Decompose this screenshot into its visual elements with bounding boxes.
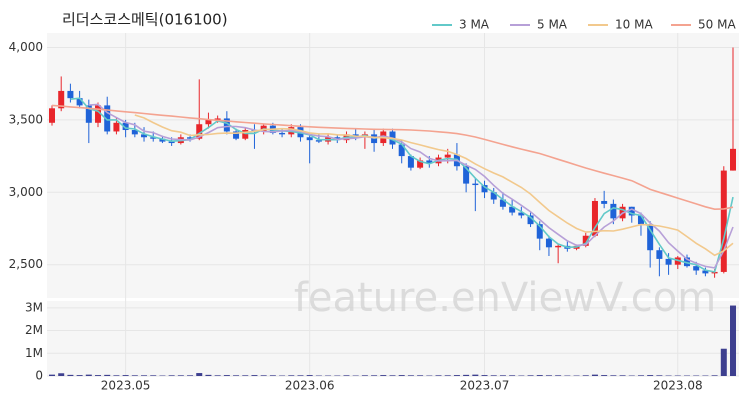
candle-body	[67, 91, 73, 98]
volume-bar	[270, 375, 276, 376]
watermark: feature.enViewV.com	[294, 275, 716, 321]
volume-bar	[463, 375, 469, 376]
volume-bar	[343, 375, 349, 376]
candle-body	[113, 123, 119, 132]
volume-bar	[417, 375, 423, 376]
x-tick-label: 2023.05	[101, 379, 151, 393]
x-tick-label: 2023.06	[285, 379, 335, 393]
volume-bar	[261, 375, 267, 376]
volume-bar	[242, 375, 248, 376]
volume-bar	[150, 375, 156, 376]
volume-bar	[638, 375, 644, 376]
volume-bar	[113, 375, 119, 376]
volume-bar	[408, 375, 414, 376]
volume-bar	[233, 375, 239, 376]
volume-bar	[67, 375, 73, 376]
volume-bar	[712, 375, 718, 376]
volume-bar	[169, 375, 175, 376]
volume-bar	[656, 375, 662, 376]
volume-bar	[592, 375, 598, 376]
price-panel	[47, 33, 739, 298]
candle-body	[307, 137, 313, 140]
volume-bar	[482, 375, 488, 376]
candle-body	[610, 204, 616, 218]
volume-bar	[251, 375, 257, 376]
volume-bar	[104, 375, 110, 376]
volume-bar	[187, 375, 193, 376]
volume-bar	[95, 375, 101, 376]
volume-bar	[647, 375, 653, 376]
candle-body	[445, 155, 451, 158]
candle-body	[730, 149, 736, 171]
volume-bar	[721, 349, 727, 376]
volume-bar	[224, 375, 230, 376]
candle-body	[49, 108, 55, 122]
legend-label: 3 MA	[459, 18, 490, 32]
volume-bar	[380, 375, 386, 376]
volume-tick-label: 1M	[25, 346, 43, 360]
candle-body	[546, 239, 552, 248]
candle-body	[721, 171, 727, 272]
volume-bar	[49, 375, 55, 376]
volume-bar	[509, 375, 515, 376]
volume-bar	[297, 375, 303, 376]
volume-bar	[288, 375, 294, 376]
volume-bar	[77, 375, 83, 376]
x-tick-label: 2023.08	[653, 379, 703, 393]
legend-label: 5 MA	[537, 18, 568, 32]
y-tick-label: 2,500	[9, 257, 43, 271]
volume-bar	[371, 375, 377, 376]
volume-tick-label: 2M	[25, 323, 43, 337]
volume-bar	[132, 375, 138, 376]
volume-bar	[307, 375, 313, 376]
legend-label: 10 MA	[615, 18, 653, 32]
candle-body	[555, 246, 561, 247]
volume-tick-label: 0	[35, 369, 43, 383]
candle-body	[666, 259, 672, 265]
volume-bar	[86, 375, 92, 376]
volume-bar	[454, 375, 460, 376]
volume-bar	[610, 375, 616, 376]
volume-bar	[491, 375, 497, 376]
candle-body	[656, 250, 662, 259]
volume-bar	[390, 375, 396, 376]
volume-tick-label: 3M	[25, 300, 43, 314]
volume-bar	[215, 375, 221, 376]
volume-bar	[620, 375, 626, 376]
volume-bar	[528, 375, 534, 376]
volume-bar	[445, 375, 451, 376]
candle-body	[279, 133, 285, 134]
volume-bar	[362, 375, 368, 376]
volume-bar	[583, 375, 589, 376]
volume-bar	[123, 375, 129, 376]
chart-title: 리더스코스메틱(016100)	[62, 11, 228, 29]
y-tick-label: 3,500	[9, 112, 43, 126]
volume-bar	[399, 375, 405, 376]
volume-bar	[58, 373, 64, 376]
legend-label: 50 MA	[698, 18, 736, 32]
volume-bar	[546, 375, 552, 376]
volume-bar	[730, 306, 736, 376]
volume-bar	[205, 375, 211, 376]
volume-bar	[436, 375, 442, 376]
volume-bar	[141, 375, 147, 376]
volume-bar	[196, 373, 202, 376]
candle-body	[472, 184, 478, 185]
volume-bar	[500, 375, 506, 376]
y-tick-label: 4,000	[9, 40, 43, 54]
y-tick-label: 3,000	[9, 185, 43, 199]
volume-bar	[537, 375, 543, 376]
x-tick-label: 2023.07	[460, 379, 510, 393]
volume-bar	[472, 375, 478, 376]
volume-bar	[601, 375, 607, 376]
volume-bar	[555, 375, 561, 376]
volume-bar	[178, 375, 184, 376]
candle-body	[601, 201, 607, 204]
